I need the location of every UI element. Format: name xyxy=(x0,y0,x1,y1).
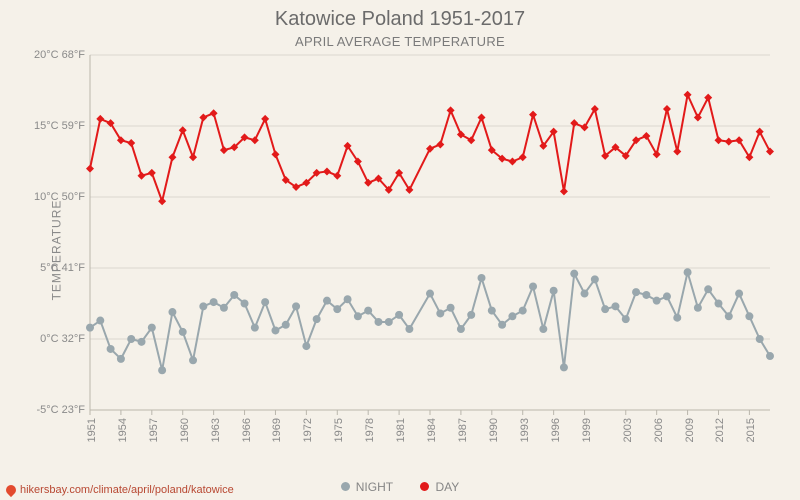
x-tick: 1987 xyxy=(457,418,469,442)
x-tick: 1963 xyxy=(210,418,222,442)
legend-dot-night xyxy=(341,482,350,491)
y-tick: -5°C 23°F xyxy=(30,404,85,416)
x-tick: 1969 xyxy=(271,418,283,442)
x-tick: 1978 xyxy=(364,418,376,442)
x-tick: 1960 xyxy=(179,418,191,442)
y-tick: 20°C 68°F xyxy=(30,49,85,61)
y-tick: 0°C 32°F xyxy=(30,333,85,345)
credit: hikersbay.com/climate/april/poland/katow… xyxy=(6,484,234,496)
x-tick: 2012 xyxy=(714,418,726,442)
x-tick: 1951 xyxy=(86,418,98,442)
x-tick: 1984 xyxy=(426,418,438,442)
x-tick: 1975 xyxy=(333,418,345,442)
x-tick: 1990 xyxy=(488,418,500,442)
chart-title: Katowice Poland 1951-2017 xyxy=(0,8,800,31)
x-tick: 1957 xyxy=(148,418,160,442)
y-axis-label: Temperature xyxy=(49,200,63,301)
legend-dot-day xyxy=(420,482,429,491)
credit-text: hikersbay.com/climate/april/poland/katow… xyxy=(20,484,234,496)
legend-label-day: DAY xyxy=(435,480,459,494)
pin-icon xyxy=(4,483,18,497)
x-tick: 1972 xyxy=(302,418,314,442)
temperature-chart: Katowice Poland 1951-2017 April Average … xyxy=(0,0,800,500)
x-tick: 1981 xyxy=(395,418,407,442)
x-tick: 1954 xyxy=(117,418,129,442)
x-tick: 2009 xyxy=(684,418,696,442)
x-tick: 2015 xyxy=(745,418,757,442)
plot-area xyxy=(90,55,770,410)
x-tick: 1999 xyxy=(581,418,593,442)
chart-subtitle: April Average temperature xyxy=(0,34,800,49)
x-tick: 1993 xyxy=(519,418,531,442)
y-tick: 5°C 41°F xyxy=(30,262,85,274)
y-tick: 10°C 50°F xyxy=(30,191,85,203)
legend-item-night: NIGHT xyxy=(341,480,393,494)
legend-label-night: NIGHT xyxy=(356,480,393,494)
legend-item-day: DAY xyxy=(420,480,459,494)
x-tick: 1966 xyxy=(241,418,253,442)
x-tick: 2003 xyxy=(622,418,634,442)
y-tick: 15°C 59°F xyxy=(30,120,85,132)
x-tick: 2006 xyxy=(653,418,665,442)
x-tick: 1996 xyxy=(550,418,562,442)
